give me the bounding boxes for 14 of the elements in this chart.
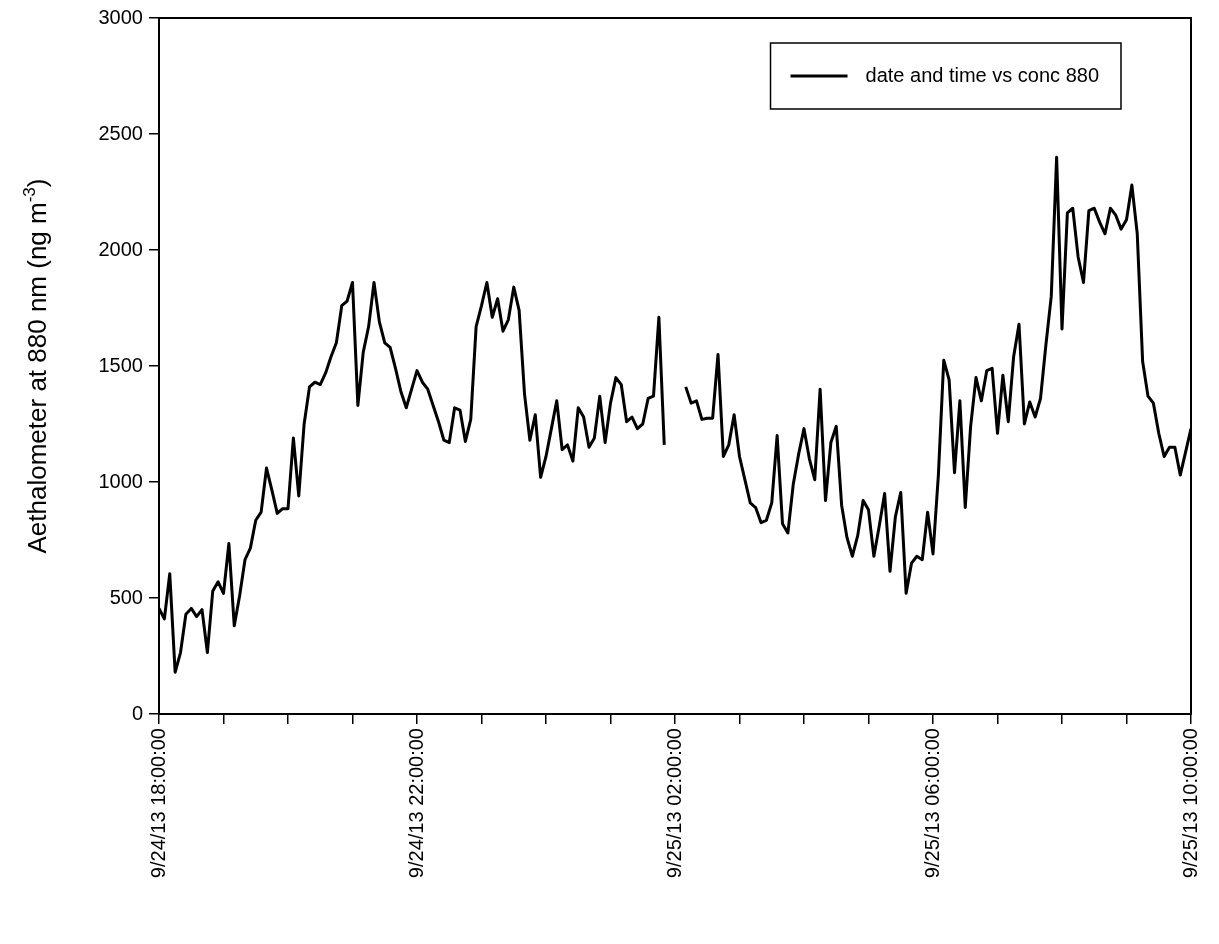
y-axis-title: Aethalometer at 880 nm (ng m-3) [20, 178, 52, 554]
x-tick-label: 9/24/13 22:00:00 [404, 728, 427, 879]
x-tick-label: 9/25/13 06:00:00 [920, 728, 943, 879]
legend-label: date and time vs conc 880 [865, 63, 1100, 86]
y-tick-label: 1000 [98, 469, 143, 492]
x-tick-label: 9/25/13 10:00:00 [1178, 728, 1201, 879]
y-tick-label: 2500 [98, 121, 143, 144]
x-tick-label: 9/25/13 02:00:00 [662, 728, 685, 879]
y-tick-label: 2000 [98, 237, 143, 260]
y-tick-label: 500 [109, 585, 143, 608]
y-tick-label: 1500 [98, 353, 143, 376]
x-tick-label: 9/24/13 18:00:00 [146, 728, 169, 879]
y-tick-label: 3000 [98, 5, 143, 28]
y-tick-label: 0 [131, 701, 143, 724]
